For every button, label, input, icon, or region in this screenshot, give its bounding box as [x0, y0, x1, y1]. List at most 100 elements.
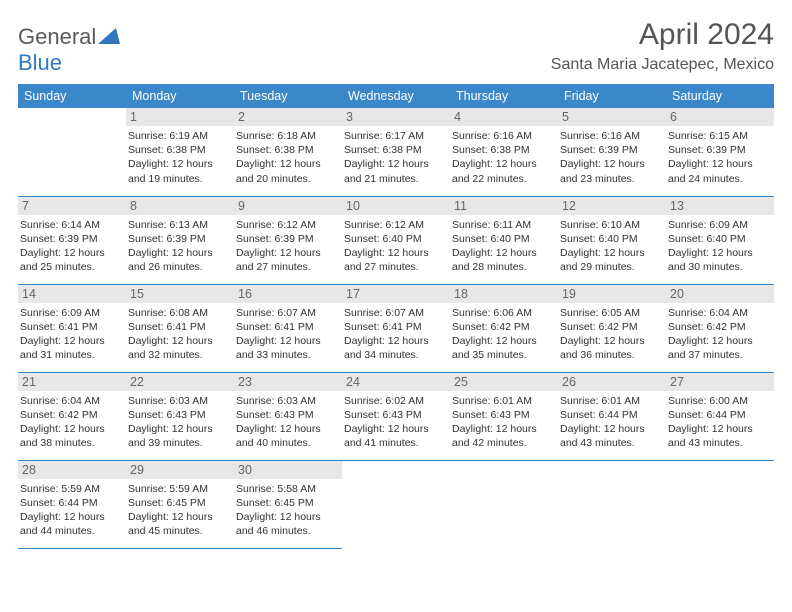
day-detail-line: Daylight: 12 hours [236, 422, 338, 436]
day-detail-line: and 22 minutes. [452, 172, 554, 186]
day-detail-line: Sunset: 6:39 PM [20, 232, 122, 246]
day-detail-line: Sunset: 6:39 PM [236, 232, 338, 246]
day-number: 7 [18, 197, 126, 215]
day-number: 16 [234, 285, 342, 303]
day-details: Sunrise: 6:10 AMSunset: 6:40 PMDaylight:… [558, 215, 666, 277]
day-number: 14 [18, 285, 126, 303]
day-details: Sunrise: 6:16 AMSunset: 6:39 PMDaylight:… [558, 126, 666, 188]
day-detail-line: Sunset: 6:45 PM [128, 496, 230, 510]
day-detail-line: Sunrise: 6:10 AM [560, 218, 662, 232]
calendar-week-row: 1Sunrise: 6:19 AMSunset: 6:38 PMDaylight… [18, 108, 774, 196]
day-number: 4 [450, 108, 558, 126]
calendar-table: SundayMondayTuesdayWednesdayThursdayFrid… [18, 84, 774, 549]
calendar-cell: 11Sunrise: 6:11 AMSunset: 6:40 PMDayligh… [450, 196, 558, 284]
day-details: Sunrise: 6:06 AMSunset: 6:42 PMDaylight:… [450, 303, 558, 365]
day-number: 22 [126, 373, 234, 391]
day-detail-line: Sunset: 6:42 PM [20, 408, 122, 422]
day-detail-line: Sunrise: 6:15 AM [668, 129, 770, 143]
day-details: Sunrise: 5:58 AMSunset: 6:45 PMDaylight:… [234, 479, 342, 541]
day-number: 17 [342, 285, 450, 303]
calendar-cell: 21Sunrise: 6:04 AMSunset: 6:42 PMDayligh… [18, 372, 126, 460]
day-detail-line: and 38 minutes. [20, 436, 122, 450]
day-detail-line: Sunset: 6:42 PM [560, 320, 662, 334]
day-detail-line: Sunrise: 6:17 AM [344, 129, 446, 143]
day-detail-line: Daylight: 12 hours [452, 157, 554, 171]
day-detail-line: Daylight: 12 hours [452, 246, 554, 260]
day-detail-line: Sunrise: 5:58 AM [236, 482, 338, 496]
day-detail-line: and 42 minutes. [452, 436, 554, 450]
day-detail-line: Sunrise: 6:19 AM [128, 129, 230, 143]
day-number: 26 [558, 373, 666, 391]
calendar-cell: 23Sunrise: 6:03 AMSunset: 6:43 PMDayligh… [234, 372, 342, 460]
day-number: 25 [450, 373, 558, 391]
day-detail-line: Sunset: 6:39 PM [668, 143, 770, 157]
day-detail-line: Sunset: 6:41 PM [128, 320, 230, 334]
calendar-cell: 15Sunrise: 6:08 AMSunset: 6:41 PMDayligh… [126, 284, 234, 372]
day-detail-line: and 44 minutes. [20, 524, 122, 538]
day-detail-line: Sunset: 6:43 PM [236, 408, 338, 422]
day-detail-line: Sunrise: 6:06 AM [452, 306, 554, 320]
day-detail-line: Sunrise: 6:11 AM [452, 218, 554, 232]
day-details: Sunrise: 6:15 AMSunset: 6:39 PMDaylight:… [666, 126, 774, 188]
day-details: Sunrise: 6:14 AMSunset: 6:39 PMDaylight:… [18, 215, 126, 277]
day-detail-line: Daylight: 12 hours [128, 334, 230, 348]
weekday-header: Monday [126, 84, 234, 108]
day-detail-line: Sunrise: 6:03 AM [236, 394, 338, 408]
day-detail-line: Daylight: 12 hours [560, 157, 662, 171]
day-details: Sunrise: 6:01 AMSunset: 6:43 PMDaylight:… [450, 391, 558, 453]
calendar-week-row: 28Sunrise: 5:59 AMSunset: 6:44 PMDayligh… [18, 460, 774, 548]
day-detail-line: and 21 minutes. [344, 172, 446, 186]
day-number: 6 [666, 108, 774, 126]
day-number: 9 [234, 197, 342, 215]
day-detail-line: and 35 minutes. [452, 348, 554, 362]
day-detail-line: Sunset: 6:45 PM [236, 496, 338, 510]
day-detail-line: Sunrise: 6:14 AM [20, 218, 122, 232]
day-details: Sunrise: 6:09 AMSunset: 6:41 PMDaylight:… [18, 303, 126, 365]
day-detail-line: Sunset: 6:43 PM [344, 408, 446, 422]
day-detail-line: Daylight: 12 hours [668, 157, 770, 171]
day-detail-line: Sunrise: 5:59 AM [128, 482, 230, 496]
day-detail-line: and 27 minutes. [344, 260, 446, 274]
calendar-cell: 6Sunrise: 6:15 AMSunset: 6:39 PMDaylight… [666, 108, 774, 196]
calendar-week-row: 21Sunrise: 6:04 AMSunset: 6:42 PMDayligh… [18, 372, 774, 460]
day-details: Sunrise: 6:04 AMSunset: 6:42 PMDaylight:… [666, 303, 774, 365]
day-detail-line: Sunrise: 5:59 AM [20, 482, 122, 496]
day-details: Sunrise: 6:12 AMSunset: 6:39 PMDaylight:… [234, 215, 342, 277]
day-details: Sunrise: 6:17 AMSunset: 6:38 PMDaylight:… [342, 126, 450, 188]
day-detail-line: and 43 minutes. [668, 436, 770, 450]
day-detail-line: Sunset: 6:40 PM [668, 232, 770, 246]
day-detail-line: and 45 minutes. [128, 524, 230, 538]
day-detail-line: Daylight: 12 hours [560, 422, 662, 436]
day-detail-line: Sunset: 6:39 PM [560, 143, 662, 157]
calendar-cell: 5Sunrise: 6:16 AMSunset: 6:39 PMDaylight… [558, 108, 666, 196]
day-number: 28 [18, 461, 126, 479]
weekday-header: Friday [558, 84, 666, 108]
calendar-cell [666, 460, 774, 548]
day-detail-line: Daylight: 12 hours [20, 246, 122, 260]
day-detail-line: and 34 minutes. [344, 348, 446, 362]
day-details: Sunrise: 6:03 AMSunset: 6:43 PMDaylight:… [126, 391, 234, 453]
calendar-cell: 25Sunrise: 6:01 AMSunset: 6:43 PMDayligh… [450, 372, 558, 460]
weekday-header: Tuesday [234, 84, 342, 108]
day-number: 12 [558, 197, 666, 215]
day-details: Sunrise: 6:16 AMSunset: 6:38 PMDaylight:… [450, 126, 558, 188]
day-detail-line: Sunrise: 6:12 AM [344, 218, 446, 232]
brand-name-part1: General [18, 24, 96, 49]
day-detail-line: Sunrise: 6:08 AM [128, 306, 230, 320]
day-detail-line: Sunrise: 6:09 AM [20, 306, 122, 320]
day-detail-line: Sunrise: 6:05 AM [560, 306, 662, 320]
day-detail-line: Sunset: 6:38 PM [236, 143, 338, 157]
day-details: Sunrise: 6:04 AMSunset: 6:42 PMDaylight:… [18, 391, 126, 453]
day-number: 27 [666, 373, 774, 391]
day-details: Sunrise: 6:00 AMSunset: 6:44 PMDaylight:… [666, 391, 774, 453]
day-detail-line: Sunrise: 6:12 AM [236, 218, 338, 232]
day-detail-line: Daylight: 12 hours [452, 422, 554, 436]
weekday-header: Saturday [666, 84, 774, 108]
day-detail-line: Sunset: 6:42 PM [452, 320, 554, 334]
day-detail-line: Daylight: 12 hours [452, 334, 554, 348]
day-detail-line: and 27 minutes. [236, 260, 338, 274]
calendar-cell: 1Sunrise: 6:19 AMSunset: 6:38 PMDaylight… [126, 108, 234, 196]
day-detail-line: and 39 minutes. [128, 436, 230, 450]
day-number: 11 [450, 197, 558, 215]
day-detail-line: Daylight: 12 hours [20, 334, 122, 348]
